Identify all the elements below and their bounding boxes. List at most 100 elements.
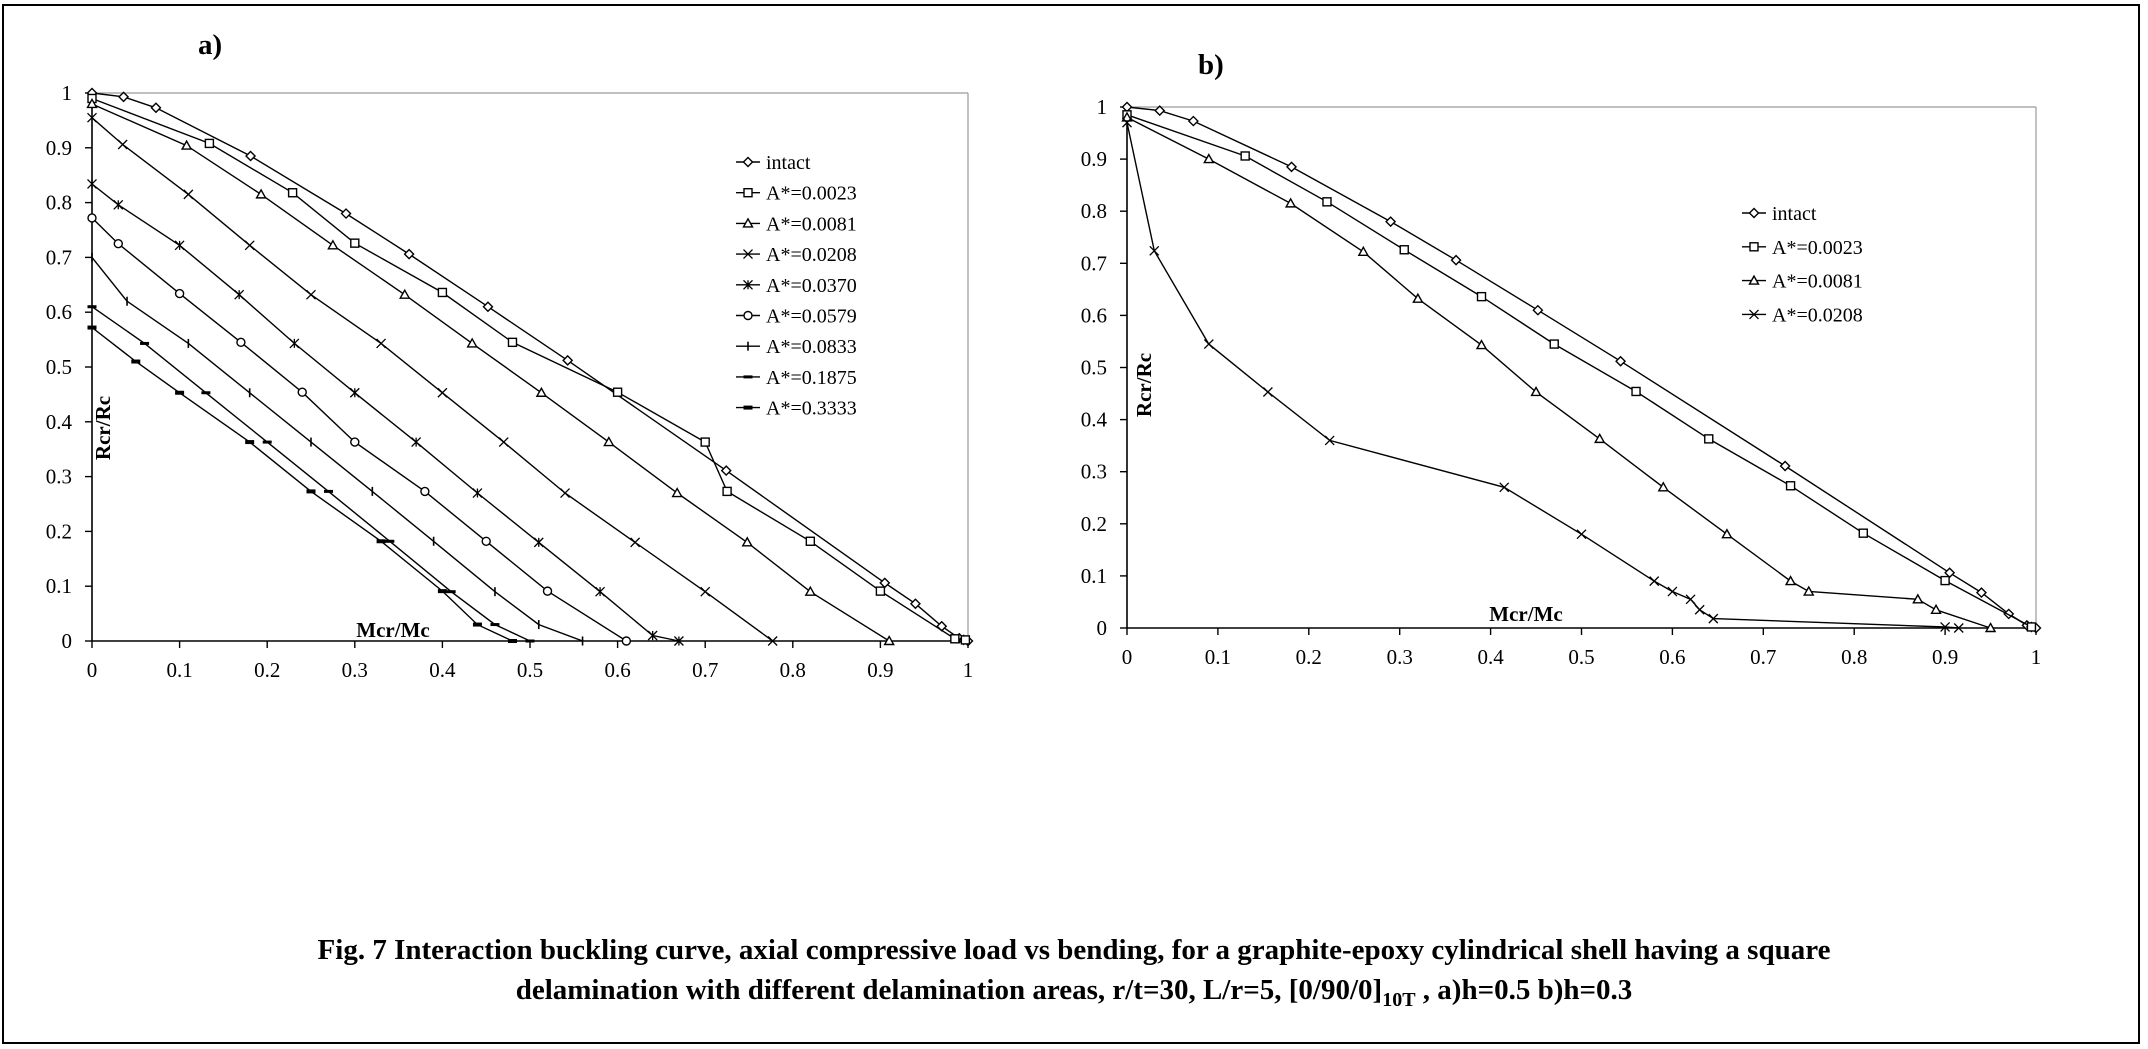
data-point: [1412, 292, 1424, 303]
data-point: [603, 436, 615, 447]
data-point: [1930, 603, 1942, 614]
x-tick-label: 0.8: [780, 658, 806, 682]
data-point: [1286, 161, 1298, 173]
data-point: [1940, 575, 1950, 586]
legend-label: A*=0.0370: [766, 275, 857, 297]
x-axis-title: Mcr/Mc: [356, 618, 429, 642]
data-point: [960, 635, 971, 645]
legend-label: A*=0.0081: [1772, 271, 1863, 293]
caption-text-main: delamination with different delamination…: [515, 974, 1383, 1006]
y-tick-label: 0.2: [1081, 512, 1107, 536]
data-point: [875, 586, 886, 596]
data-point: [1785, 481, 1796, 491]
y-tick-label: 0.7: [46, 245, 72, 269]
data-point: [234, 289, 245, 300]
data-point: [1685, 594, 1696, 605]
data-point: [1631, 386, 1641, 397]
y-tick-label: 0.7: [1081, 251, 1107, 275]
data-point: [466, 337, 478, 348]
x-tick-label: 0: [87, 658, 98, 682]
data-point: [180, 139, 193, 150]
data-point: [1649, 576, 1660, 587]
legend-marker: [743, 249, 753, 260]
data-point: [804, 585, 817, 596]
data-point: [1953, 623, 1964, 633]
data-point: [244, 240, 255, 251]
data-point: [1694, 604, 1705, 615]
data-point: [767, 636, 778, 646]
data-point: [1779, 460, 1791, 472]
legend-label: A*=0.0023: [1772, 237, 1863, 259]
data-point: [1721, 528, 1733, 539]
y-tick-label: 0.8: [46, 191, 72, 215]
data-point: [349, 387, 360, 398]
data-point: [87, 213, 97, 223]
x-tick-label: 0.1: [1205, 645, 1231, 669]
data-point: [1615, 355, 1627, 367]
series-line: [91, 217, 627, 642]
data-point: [507, 639, 517, 643]
legend-marker: [1748, 274, 1760, 285]
y-axis-title: Rcr/Rc: [1132, 353, 1156, 417]
data-point: [1322, 197, 1332, 207]
legend-marker: [743, 310, 753, 321]
data-point: [1121, 111, 1133, 122]
data-point: [1149, 245, 1160, 256]
legend-label: A*=0.3333: [766, 398, 857, 420]
legend-marker: [1749, 309, 1759, 320]
y-tick-label: 0.1: [46, 574, 72, 598]
caption-subscript: 10T: [1382, 988, 1416, 1011]
y-tick-label: 0.9: [46, 136, 72, 160]
panel-label: a): [198, 29, 222, 61]
series-0: [1121, 101, 2042, 634]
series-8: [87, 325, 517, 643]
y-tick-label: 0.5: [46, 355, 72, 379]
y-tick-label: 0.6: [1081, 303, 1107, 327]
figure-caption-line-1: Fig. 7 Interaction buckling curve, axial…: [317, 934, 1831, 966]
data-point: [542, 586, 553, 596]
data-point: [909, 598, 921, 610]
x-tick-label: 0.3: [342, 658, 368, 682]
legend-label: A*=0.1875: [766, 367, 857, 389]
legend-entry: intact: [736, 152, 811, 174]
series-5: [87, 213, 632, 646]
data-point: [612, 387, 623, 397]
x-tick-label: 0.1: [166, 658, 192, 682]
y-tick-label: 1: [62, 81, 73, 105]
data-point: [741, 536, 753, 547]
data-point: [1975, 587, 1987, 599]
figure-frame: [2, 4, 2140, 1044]
x-tick-label: 0.8: [1841, 645, 1867, 669]
series-line: [91, 256, 583, 642]
data-point: [437, 387, 448, 398]
data-point: [174, 240, 185, 251]
data-point: [306, 289, 316, 300]
x-tick-label: 0.5: [517, 658, 543, 682]
data-point: [1122, 117, 1132, 128]
series-line: [91, 326, 513, 642]
y-tick-label: 0.2: [46, 519, 72, 543]
data-point: [174, 288, 185, 299]
y-tick-label: 0.5: [1081, 356, 1107, 380]
data-point: [700, 437, 710, 447]
data-point: [562, 354, 574, 366]
legend-label: A*=0.0579: [766, 306, 857, 328]
legend-entry: A*=0.0370: [736, 275, 857, 297]
data-point: [255, 188, 267, 199]
y-tick-label: 0: [1097, 616, 1108, 640]
data-point: [1475, 339, 1488, 350]
data-point: [673, 636, 684, 646]
legend-label: A*=0.0208: [766, 244, 857, 266]
series-line: [91, 183, 680, 642]
data-point: [1708, 613, 1719, 624]
series-line: [1126, 114, 2032, 628]
legend-marker: [743, 279, 753, 290]
panel-label: b): [1198, 49, 1224, 81]
series-1: [87, 93, 971, 645]
data-point: [1240, 151, 1250, 161]
series-6: [91, 252, 584, 646]
legend-marker: [742, 217, 754, 228]
y-tick-label: 0.9: [1081, 147, 1107, 171]
legend-marker: [742, 156, 754, 168]
